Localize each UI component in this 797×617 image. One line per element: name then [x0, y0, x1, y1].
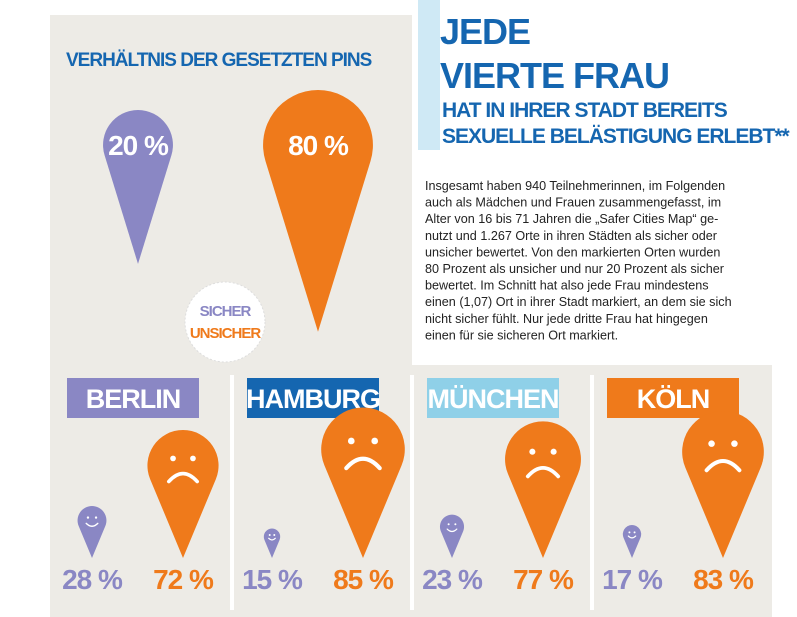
pin: [321, 407, 405, 558]
body-text: 80 Prozent als unsicher und nur 20 Proze…: [425, 262, 724, 276]
headline-accent: [418, 0, 440, 150]
eye: [550, 448, 557, 455]
pin-label: 20 %: [108, 130, 169, 161]
city-label-bg: [67, 378, 199, 418]
eye: [94, 516, 98, 519]
city-name: BERLIN: [86, 384, 181, 414]
eye: [273, 534, 276, 537]
body-text: auch als Mädchen und Frauen zusammengefa…: [425, 196, 721, 210]
eye: [633, 531, 636, 534]
percent-label: 23 %: [422, 564, 483, 595]
eye: [170, 455, 176, 462]
legend-unsafe: UNSICHER: [190, 325, 262, 342]
percent-label: 72 %: [153, 564, 214, 595]
body-text: nicht sicher fühlt. Nur jede dritte Frau…: [425, 312, 708, 326]
legend-safe: SICHER: [200, 303, 252, 320]
eye: [371, 437, 379, 445]
percent-label: 17 %: [602, 564, 663, 595]
body-text: bewertet. Im Schnitt hat also jede Frau …: [425, 279, 709, 293]
legend-circle: [184, 281, 266, 363]
eye: [347, 437, 355, 445]
body-text: nutzt und 1.267 Orte in ihren Städten al…: [425, 229, 717, 243]
body-text: Alter von 16 bis 71 Jahren die „Safer Ci…: [425, 212, 718, 226]
city-name: KÖLN: [637, 384, 710, 414]
percent-label: 85 %: [333, 564, 394, 595]
pin: [263, 90, 373, 332]
eye: [86, 516, 90, 519]
percent-label: 15 %: [242, 564, 303, 595]
pin: [682, 410, 764, 558]
mouth: [268, 537, 276, 541]
mouth: [166, 471, 200, 484]
body-text: einen für sie sicheren Ort markiert.: [425, 328, 618, 342]
eye: [268, 534, 271, 537]
body-text: Insgesamt haben 940 Teilnehmerinnen, im …: [425, 179, 725, 193]
headline-line: HAT IN IHRER STADT BEREITS: [442, 99, 728, 122]
percent-label: 28 %: [62, 564, 123, 595]
pin: [103, 110, 173, 264]
city-name: MÜNCHEN: [428, 384, 559, 414]
eye: [454, 523, 457, 526]
pin: [622, 525, 642, 558]
headline-line: SEXUELLE BELÄSTIGUNG ERLEBT**: [442, 125, 791, 148]
eye: [190, 455, 196, 462]
mouth: [627, 535, 637, 539]
headline-line: VIERTE FRAU: [440, 55, 669, 96]
pin: [505, 421, 581, 558]
eye: [529, 448, 536, 455]
mouth: [446, 528, 458, 533]
pin: [77, 506, 107, 558]
pin: [147, 429, 219, 558]
eye: [628, 531, 631, 534]
body-text: einen (1,07) Ort in ihrer Stadt markiert…: [425, 295, 732, 309]
overview-title: VERHÄLTNIS DER GESETZTEN PINS: [66, 50, 372, 71]
eye: [708, 440, 715, 447]
headline-line: JEDE: [440, 11, 530, 52]
mouth: [344, 456, 382, 471]
city-label-bg: [427, 378, 559, 418]
eye: [447, 523, 450, 526]
mouth: [525, 465, 561, 479]
city-label-bg: [607, 378, 739, 418]
body-text: unsicher bewertet. Von den markierten Or…: [425, 245, 720, 259]
percent-label: 83 %: [693, 564, 754, 595]
pin: [439, 514, 465, 558]
pin-label: 80 %: [288, 130, 349, 161]
pin: [263, 528, 281, 558]
mouth: [85, 522, 99, 527]
eye: [731, 440, 738, 447]
percent-label: 77 %: [513, 564, 574, 595]
mouth: [704, 458, 742, 473]
